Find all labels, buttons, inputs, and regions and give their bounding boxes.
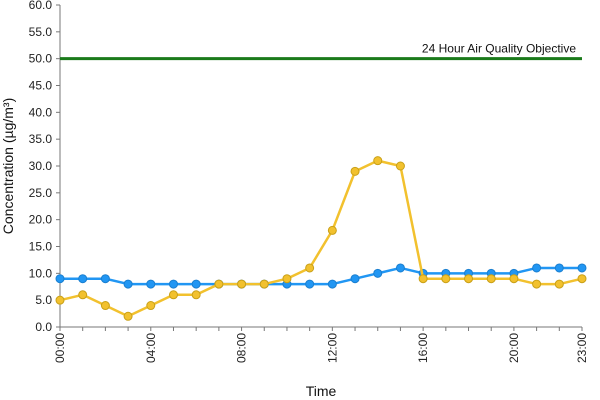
series-2-point (146, 301, 156, 311)
series-2-point (305, 263, 315, 273)
y-tick-label: 30.0 (29, 159, 53, 173)
series-1-line (60, 266, 582, 286)
series-2 (55, 156, 587, 321)
series-layer (55, 156, 587, 321)
series-2-point (123, 311, 133, 321)
series-2-point (350, 166, 360, 176)
y-tick-label: 45.0 (29, 79, 53, 93)
series-2-point (373, 156, 383, 166)
series-2-point (282, 274, 292, 284)
reference-line-label: 24 Hour Air Quality Objective (422, 42, 576, 56)
y-axis-ticks: 0.0 5.0 10.0 15.0 20.0 25.0 30.0 35.0 40.0 45.0 50… (29, 0, 60, 334)
y-tick-label: 25.0 (29, 186, 53, 200)
series-1-point (191, 279, 201, 289)
series-1 (55, 263, 587, 289)
series-2-point (327, 225, 337, 235)
series-1-point (55, 274, 65, 284)
series-1-point (350, 274, 360, 284)
x-axis-title: Time (306, 383, 337, 399)
x-tick-label: 08:00 (235, 333, 249, 363)
series-2-point (418, 274, 428, 284)
y-tick-label: 15.0 (29, 240, 53, 254)
series-1-point (305, 279, 315, 289)
y-tick-label: 5.0 (35, 293, 52, 307)
y-tick-label: 55.0 (29, 25, 53, 39)
series-2-line (59, 159, 583, 318)
series-2-point (554, 279, 564, 289)
series-2-point (214, 279, 224, 289)
y-tick-label: 60.0 (29, 0, 53, 12)
y-tick-label: 40.0 (29, 105, 53, 119)
series-1-point (532, 263, 542, 273)
x-tick-label: 00:00 (53, 333, 67, 363)
series-2-point (395, 161, 405, 171)
x-tick-label: 12:00 (325, 333, 339, 363)
x-tick-label: 04:00 (144, 333, 158, 363)
series-2-point (441, 274, 451, 284)
series-2-point (168, 290, 178, 300)
series-1-point (100, 274, 110, 284)
y-tick-label: 0.0 (35, 320, 52, 334)
series-1-point (168, 279, 178, 289)
series-1-point (78, 274, 88, 284)
series-2-point (486, 274, 496, 284)
series-2-point (55, 295, 65, 305)
series-2-point (509, 274, 519, 284)
series-2-point (100, 301, 110, 311)
series-2-point (191, 290, 201, 300)
x-axis-ticks: 00:00 04:00 08:00 12:00 16:00 20:00 23:00 (53, 327, 589, 363)
series-1-point (146, 279, 156, 289)
series-2-point (464, 274, 474, 284)
y-tick-label: 20.0 (29, 213, 53, 227)
series-1-point (123, 279, 133, 289)
series-2-point (532, 279, 542, 289)
series-1-point (327, 279, 337, 289)
series-1-point (577, 263, 587, 273)
series-2-point (237, 279, 247, 289)
y-tick-label: 35.0 (29, 132, 53, 146)
series-2-point (577, 274, 587, 284)
y-tick-label: 10.0 (29, 266, 53, 280)
y-tick-label: 50.0 (29, 52, 53, 66)
series-2-point (259, 279, 269, 289)
series-1-point (554, 263, 564, 273)
x-tick-label: 16:00 (416, 333, 430, 363)
x-tick-label: 20:00 (507, 333, 521, 363)
y-axis-title: Concentration (µg/m³) (0, 98, 16, 234)
series-1-point (395, 263, 405, 273)
series-2-point (78, 290, 88, 300)
x-tick-label: 23:00 (575, 333, 589, 363)
series-1-point (373, 268, 383, 278)
